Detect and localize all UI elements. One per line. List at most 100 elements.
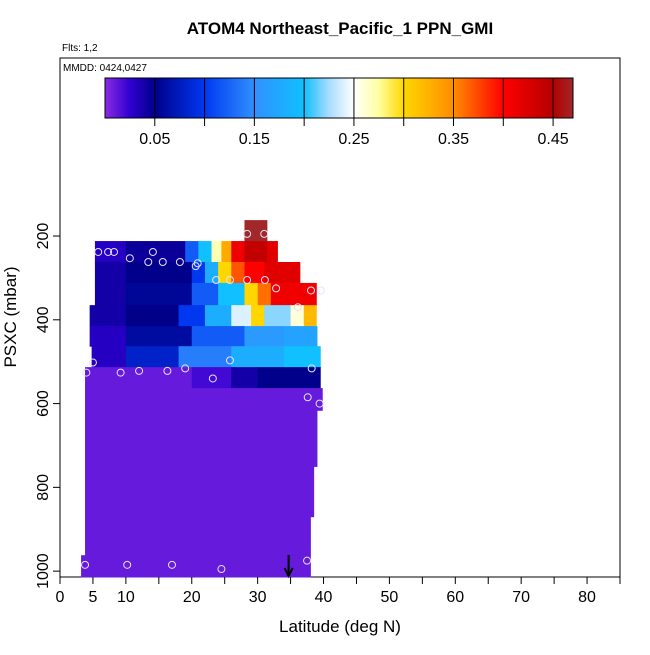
curtain-cell: [191, 261, 206, 284]
sample-point: [293, 303, 302, 312]
sample-point: [225, 356, 234, 365]
curtain-cell: [218, 282, 245, 306]
curtain-cell: [244, 326, 285, 347]
sample-point: [315, 399, 324, 408]
curtain-cell: [85, 466, 315, 518]
sample-point: [272, 284, 281, 293]
x-tick-label: 0: [56, 589, 65, 606]
y-tick-label: 200: [35, 223, 52, 250]
curtain-cell: [125, 241, 186, 263]
curtain-cell: [89, 326, 127, 347]
curtain-cell: [284, 346, 321, 368]
colorbar-tick-label: 0.35: [438, 131, 469, 148]
curtain-cell: [264, 305, 292, 327]
curtain-cell: [125, 282, 193, 306]
curtain-cell: [284, 326, 318, 347]
sample-point: [181, 364, 190, 373]
curtain-cell: [244, 261, 265, 284]
curtain-cell: [231, 261, 245, 284]
curtain-cell: [94, 282, 127, 306]
x-tick-label: 10: [117, 589, 135, 606]
curtain-cell: [191, 367, 232, 389]
curtain-cell: [290, 305, 305, 327]
y-tick-label: 1000: [35, 553, 52, 589]
curtain-cell: [185, 241, 199, 263]
sample-point: [81, 560, 90, 569]
sample-point: [193, 259, 202, 268]
x-tick-label: 80: [578, 589, 596, 606]
x-axis-label: Latitude (deg N): [279, 617, 401, 636]
curtain-cell: [244, 282, 259, 306]
curtain-cell: [257, 282, 272, 306]
sample-point: [104, 247, 113, 256]
curtain-cell: [231, 241, 245, 263]
sample-point: [175, 257, 184, 266]
plot-frame: [59, 57, 621, 578]
curtain-cell: [85, 516, 311, 556]
curtain-cell: [251, 305, 265, 327]
flights-label: Flts: 1,2: [62, 43, 98, 54]
sample-point: [225, 276, 234, 285]
colorbar-tick-label: 0.05: [139, 131, 170, 148]
sample-point: [303, 556, 312, 565]
sample-point: [125, 254, 134, 263]
curtain-cell: [204, 261, 219, 284]
sample-point: [123, 560, 132, 569]
colorbar-tick-label: 0.15: [239, 131, 270, 148]
sample-point: [135, 366, 144, 375]
curtain-cell: [218, 261, 232, 284]
sample-point: [260, 229, 269, 238]
curtain-cell: [91, 346, 127, 368]
curtain-cell: [221, 241, 232, 263]
curtain-cell: [231, 367, 259, 389]
curtain-cell: [81, 555, 311, 578]
sample-point: [110, 247, 119, 256]
sample-point: [88, 358, 97, 367]
sample-point: [116, 368, 125, 377]
curtain-cell: [85, 388, 323, 411]
y-tick-label: 800: [35, 474, 52, 501]
y-tick-label: 600: [35, 390, 52, 417]
curtain-cell: [231, 305, 252, 327]
curtain-cell: [191, 282, 219, 306]
sample-point: [303, 393, 312, 402]
x-tick-label: 60: [446, 589, 464, 606]
curtain-cell: [125, 305, 180, 327]
dates-label: MMDD: 0424,0427: [63, 63, 147, 74]
curtain-cell: [266, 241, 278, 263]
curtain-cell: [85, 367, 193, 389]
curtain-cell: [178, 305, 206, 327]
sample-point: [316, 286, 325, 295]
sample-point: [82, 368, 91, 377]
curtain-cell: [244, 241, 268, 263]
sample-point: [243, 229, 252, 238]
x-tick-label: 70: [512, 589, 530, 606]
curtain-cell: [125, 346, 180, 368]
sample-point: [163, 366, 172, 375]
sample-point: [260, 276, 269, 285]
flight-marker-head: [283, 567, 294, 579]
colorbar: [104, 77, 574, 119]
curtain-cell: [191, 326, 245, 347]
sample-point: [168, 560, 176, 569]
curtain-cell: [211, 241, 222, 263]
curtain-cell: [270, 282, 317, 306]
sample-point: [307, 364, 316, 373]
x-tick-label: 50: [381, 589, 399, 606]
colorbar-tick-label: 0.45: [538, 131, 569, 148]
sample-point: [208, 374, 217, 383]
curtain-cell: [303, 305, 317, 327]
curtain-cell: [198, 241, 213, 263]
x-tick-label: 30: [249, 589, 267, 606]
x-tick-label: 20: [183, 589, 201, 606]
curtain-cell: [204, 305, 232, 327]
sample-point: [307, 286, 316, 295]
curtain-cell: [85, 410, 318, 467]
colorbar-tick-label: 0.25: [338, 131, 369, 148]
curtain-cell: [178, 346, 232, 368]
curtain-cell: [89, 305, 127, 327]
sample-point: [144, 257, 153, 266]
curtain-cell: [264, 261, 301, 284]
sample-point: [158, 257, 167, 266]
